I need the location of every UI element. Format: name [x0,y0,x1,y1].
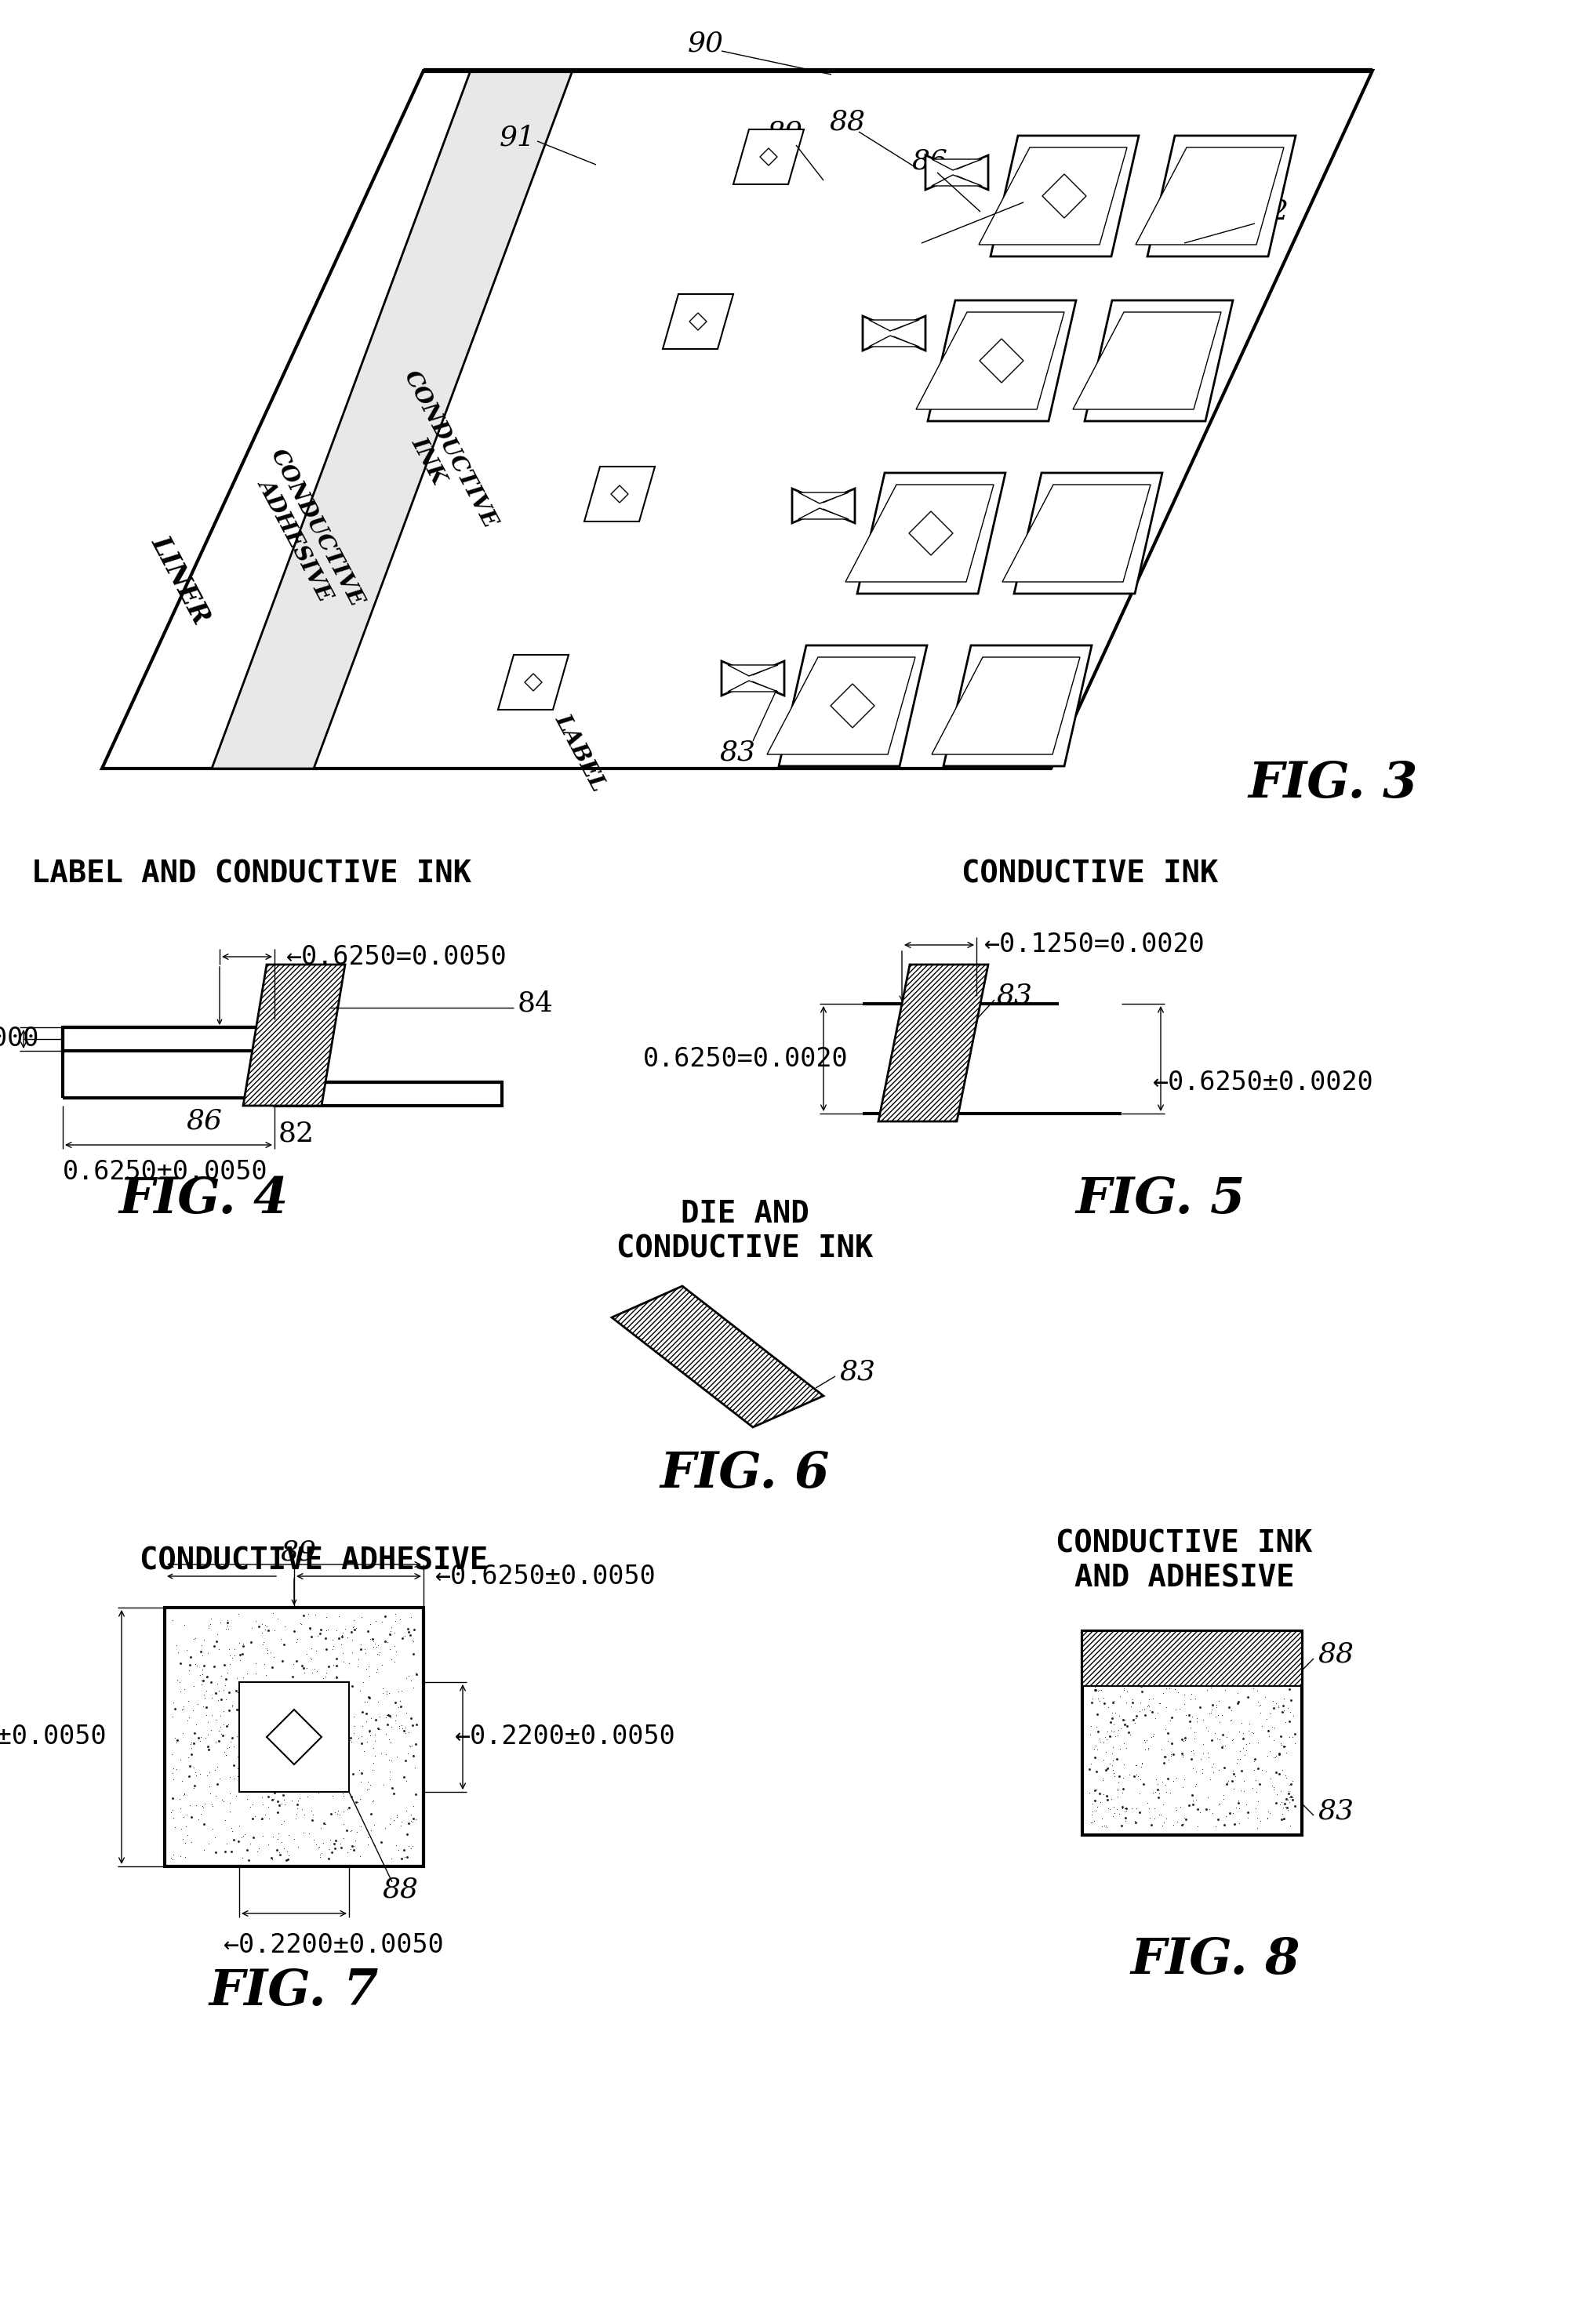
Polygon shape [792,488,855,522]
Text: 90: 90 [688,30,725,56]
Text: 0.6250±0.0050: 0.6250±0.0050 [0,1723,107,1751]
Text: ←0.2200±0.0050: ←0.2200±0.0050 [223,1932,445,1957]
Text: 83: 83 [1318,1797,1353,1825]
Polygon shape [721,662,784,697]
Polygon shape [863,316,926,351]
Text: 83: 83 [720,738,755,766]
Text: 83: 83 [839,1358,875,1386]
Polygon shape [978,146,1127,244]
Polygon shape [1082,1630,1302,1686]
Text: LABEL: LABEL [551,711,610,794]
Polygon shape [798,492,849,504]
Polygon shape [910,511,953,555]
Polygon shape [525,673,543,692]
Polygon shape [868,337,919,346]
Polygon shape [662,295,733,348]
Polygon shape [689,313,707,330]
Text: ←0.6250=0.0050: ←0.6250=0.0050 [286,943,508,971]
Polygon shape [768,657,915,755]
Text: FIG. 6: FIG. 6 [661,1451,830,1498]
Text: 0.6250=0.0020: 0.6250=0.0020 [643,1045,849,1070]
Text: CONDUCTIVE ADHESIVE: CONDUCTIVE ADHESIVE [139,1546,488,1574]
Polygon shape [267,1709,321,1765]
Polygon shape [243,964,345,1105]
Polygon shape [1013,474,1162,594]
Polygon shape [857,474,1005,594]
Text: 88: 88 [828,109,865,135]
Polygon shape [980,339,1023,383]
Text: .017+004-000: .017+004-000 [0,1026,40,1052]
Text: FIG. 7: FIG. 7 [209,1967,378,2015]
Polygon shape [212,70,573,769]
Polygon shape [846,485,994,583]
Polygon shape [584,467,654,522]
Text: 84: 84 [517,991,554,1017]
Text: 86: 86 [185,1108,222,1135]
Text: LABEL AND CONDUCTIVE INK: LABEL AND CONDUCTIVE INK [30,859,471,889]
Bar [164,1607,423,1867]
Polygon shape [1073,311,1221,409]
Text: ←0.1250=0.0020: ←0.1250=0.0020 [985,931,1205,959]
Polygon shape [991,135,1140,255]
Polygon shape [932,174,982,186]
Text: 89: 89 [766,121,803,146]
Polygon shape [943,646,1092,766]
Polygon shape [1085,300,1232,420]
Text: CONDUCTIVE
ADHESIVE: CONDUCTIVE ADHESIVE [244,446,367,622]
Text: FIG. 8: FIG. 8 [1130,1937,1301,1985]
Text: 0.6250±0.0050: 0.6250±0.0050 [62,1159,268,1184]
Text: 89: 89 [279,1539,316,1565]
Bar [1082,1630,1302,1834]
Polygon shape [728,680,777,692]
Polygon shape [927,300,1076,420]
Text: CONDUCTIVE INK: CONDUCTIVE INK [962,859,1218,889]
Text: ←0.2200±0.0050: ←0.2200±0.0050 [455,1723,675,1751]
Polygon shape [760,149,777,165]
Polygon shape [728,664,777,676]
Polygon shape [102,70,1373,769]
Polygon shape [1002,485,1151,583]
Text: ←0.6250±0.0020: ←0.6250±0.0020 [1152,1068,1374,1096]
Polygon shape [779,646,927,766]
Polygon shape [1136,146,1283,244]
Polygon shape [1148,135,1296,255]
Text: CONDUCTIVE
INK: CONDUCTIVE INK [378,367,501,543]
Text: 88: 88 [381,1876,418,1904]
Polygon shape [932,657,1080,755]
Polygon shape [62,1026,501,1105]
Text: 83: 83 [996,982,1033,1010]
Text: ←0.6250±0.0050: ←0.6250±0.0050 [436,1563,656,1588]
Text: LINER: LINER [147,532,214,629]
Polygon shape [798,509,849,520]
Polygon shape [733,130,804,183]
Text: FIG. 4: FIG. 4 [120,1175,289,1224]
Text: FIG. 3: FIG. 3 [1248,759,1419,808]
Text: 84: 84 [1017,174,1053,202]
Text: 88: 88 [1318,1642,1353,1667]
Polygon shape [830,683,875,727]
Polygon shape [868,320,919,332]
Polygon shape [1042,174,1087,218]
Text: DIE AND
CONDUCTIVE INK: DIE AND CONDUCTIVE INK [616,1198,873,1263]
Text: CONDUCTIVE INK
AND ADHESIVE: CONDUCTIVE INK AND ADHESIVE [1057,1528,1312,1593]
Polygon shape [926,156,988,190]
Polygon shape [878,964,988,1122]
Polygon shape [611,1286,824,1428]
Text: 82: 82 [1253,197,1288,225]
Polygon shape [611,485,629,502]
Bar [239,1681,350,1793]
Polygon shape [498,655,568,711]
Text: 91: 91 [500,123,536,151]
Text: 86: 86 [911,146,948,174]
Text: FIG. 5: FIG. 5 [1076,1175,1245,1224]
Text: 82: 82 [278,1119,314,1147]
Polygon shape [916,311,1065,409]
Polygon shape [932,160,982,170]
